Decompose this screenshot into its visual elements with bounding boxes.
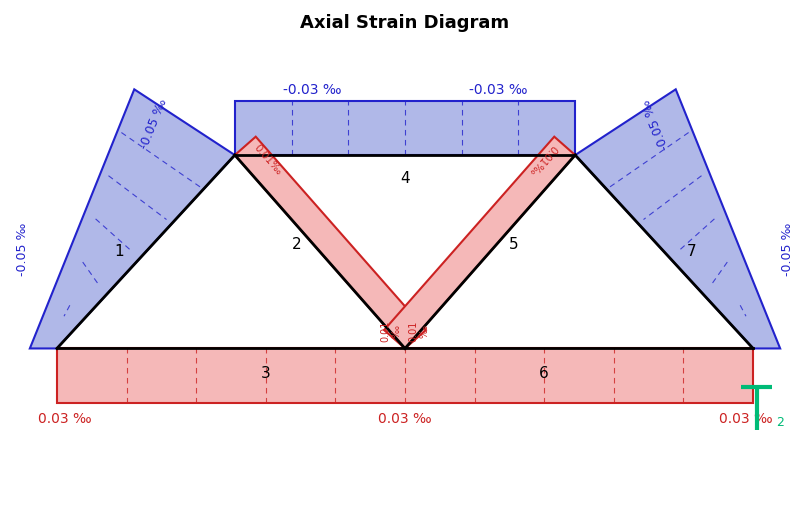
Text: -0.03 ‰: -0.03 ‰: [468, 83, 527, 97]
Text: -0.05 ‰: -0.05 ‰: [782, 223, 795, 277]
Text: 0.01
‰: 0.01 ‰: [408, 321, 430, 342]
Polygon shape: [57, 348, 753, 403]
Polygon shape: [384, 136, 575, 348]
Text: 3: 3: [261, 366, 271, 381]
Text: 0.03 ‰: 0.03 ‰: [38, 412, 92, 426]
Text: 0.01‰: 0.01‰: [526, 142, 558, 177]
Polygon shape: [575, 89, 780, 348]
Text: 1: 1: [114, 244, 124, 260]
Polygon shape: [30, 89, 235, 348]
Text: -0.05 ‰: -0.05 ‰: [139, 97, 170, 152]
Text: 0.01‰: 0.01‰: [252, 142, 284, 177]
Text: 6: 6: [539, 366, 549, 381]
Text: 0.01
‰: 0.01 ‰: [380, 321, 402, 342]
Polygon shape: [235, 136, 426, 348]
Text: 0.03 ‰: 0.03 ‰: [718, 412, 772, 426]
Text: 7: 7: [686, 244, 696, 260]
Polygon shape: [235, 101, 575, 155]
Text: 4: 4: [400, 171, 410, 186]
Text: -0.03 ‰: -0.03 ‰: [283, 83, 342, 97]
Text: -0.05 ‰: -0.05 ‰: [640, 97, 671, 152]
Text: -0.05 ‰: -0.05 ‰: [15, 223, 28, 277]
Text: 2: 2: [776, 416, 784, 429]
Text: 2: 2: [292, 237, 301, 252]
Text: 0.03 ‰: 0.03 ‰: [378, 412, 432, 426]
Text: 5: 5: [509, 237, 518, 252]
Title: Axial Strain Diagram: Axial Strain Diagram: [301, 14, 509, 32]
